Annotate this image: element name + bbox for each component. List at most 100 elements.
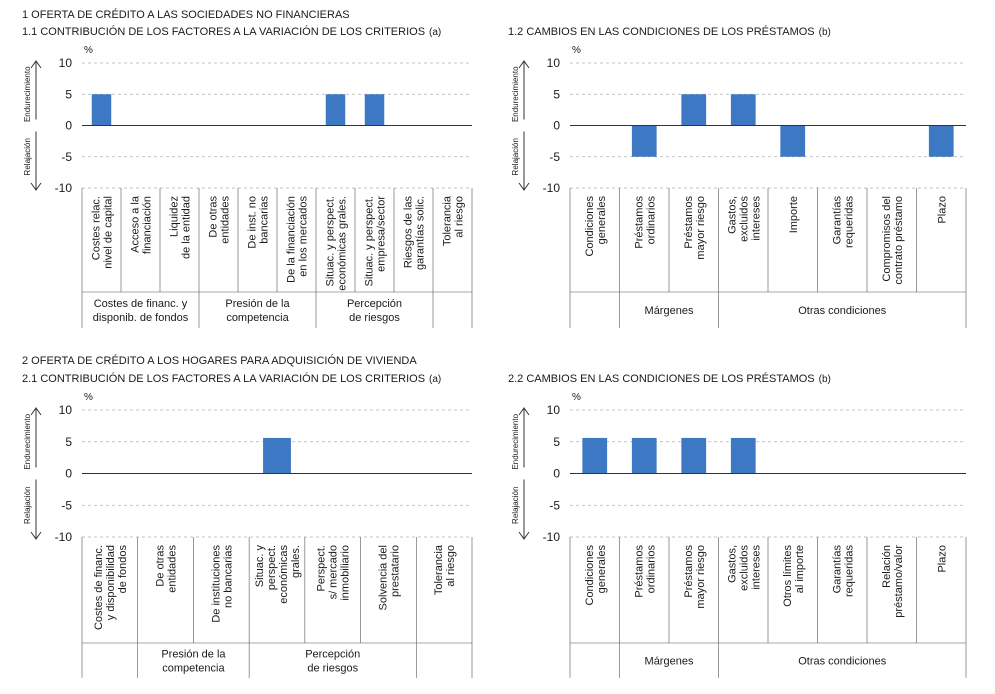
category-label: Préstamos [633, 545, 645, 598]
chart-4: 2.2 CAMBIOS EN LAS CONDICIONES DE LOS PR… [508, 372, 967, 678]
category-label: Préstamos [683, 545, 695, 598]
y-tick-label: -5 [61, 150, 72, 164]
category-label: Acceso a la [130, 195, 142, 253]
category-label: generales [596, 196, 608, 245]
category-label: garantías solic. [415, 196, 427, 270]
category-label: Condiciones [584, 545, 596, 606]
category-label: ordinarios [645, 196, 657, 245]
category-label: inmobiliario [340, 545, 352, 601]
unit-label: % [572, 45, 581, 56]
category-label: Situac. y [254, 545, 266, 588]
arrow-up-head [30, 407, 42, 416]
group-label: Presión de la [161, 649, 226, 661]
chart-3: 2.1 CONTRIBUCIÓN DE LOS FACTORES A LA VA… [22, 372, 473, 678]
y-tick-label: 0 [65, 119, 72, 133]
chart-1: 1.1 CONTRIBUCIÓN DE LOS FACTORES A LA VA… [22, 25, 473, 328]
arrow-down-head [518, 531, 530, 540]
y-tick-label: 0 [553, 467, 560, 481]
group-label: Percepción [305, 649, 360, 661]
arrow-down-head [518, 182, 530, 191]
y-tick-label: 5 [65, 435, 72, 449]
y-tick-label: 0 [65, 467, 72, 481]
category-label: Garantías [831, 545, 843, 594]
category-label: Tolerancia [442, 195, 454, 246]
chart-title: 2.2 CAMBIOS EN LAS CONDICIONES DE LOS PR… [508, 372, 831, 385]
label-relajacion: Relajación [23, 487, 32, 524]
bar [730, 437, 756, 474]
category-label: excluidos [738, 545, 750, 591]
category-label: De la financiación [286, 196, 298, 283]
bar [364, 94, 385, 126]
y-tick-label: -5 [61, 498, 72, 512]
category-label: intereses [750, 545, 762, 590]
category-label: De otras [155, 545, 167, 587]
arrow-up-head [518, 407, 530, 416]
category-label: económicas grales. [337, 196, 349, 291]
chart-title-text: 1.1 CONTRIBUCIÓN DE LOS FACTORES A LA VA… [22, 25, 425, 38]
label-endurecimiento: Endurecimiento [511, 413, 520, 469]
y-tick-label: 5 [65, 87, 72, 101]
chart-title-text: 1.2 CAMBIOS EN LAS CONDICIONES DE LOS PR… [508, 25, 815, 38]
category-label: Tolerancia [433, 544, 445, 595]
label-endurecimiento: Endurecimiento [23, 413, 32, 469]
category-label: Condiciones [584, 196, 596, 257]
bar [681, 437, 707, 474]
category-label: al importe [794, 545, 806, 593]
chart-title: 1.1 CONTRIBUCIÓN DE LOS FACTORES A LA VA… [22, 25, 441, 38]
arrow-down-head [30, 182, 42, 191]
bar [631, 125, 657, 157]
category-label: Gastos, [726, 196, 738, 234]
group-label: Otras condiciones [798, 305, 887, 317]
category-label: requeridas [843, 196, 855, 248]
category-label: Compromisos del [881, 196, 893, 282]
group-label: competencia [226, 312, 289, 324]
group-label: Márgenes [645, 305, 694, 317]
y-tick-label: 5 [553, 435, 560, 449]
group-label: competencia [162, 663, 225, 675]
y-tick-label: 10 [547, 403, 561, 417]
category-label: Riesgos de las [403, 196, 415, 269]
category-label: ordinarios [645, 545, 657, 594]
y-tick-label: -10 [55, 181, 73, 195]
chart-title-text: 2.1 CONTRIBUCIÓN DE LOS FACTORES A LA VA… [22, 372, 425, 385]
category-label: Perspect. [316, 545, 328, 591]
category-label: intereses [750, 196, 762, 241]
category-label: entidades [167, 545, 179, 593]
section-title: 1 OFERTA DE CRÉDITO A LAS SOCIEDADES NO … [22, 8, 350, 21]
category-label: Costes relac. [91, 196, 103, 260]
y-tick-label: 5 [553, 87, 560, 101]
y-tick-label: -10 [55, 530, 73, 544]
category-label: Préstamos [683, 196, 695, 249]
chart-title-note: (b) [819, 27, 831, 38]
category-label: económicas [278, 545, 290, 604]
category-label: al riesgo [454, 196, 466, 238]
category-label: s/ mercado [328, 545, 340, 599]
category-label: de fondos [117, 545, 129, 594]
category-label: en los mercados [298, 196, 310, 277]
category-label: Préstamos [633, 196, 645, 249]
category-label: contrato préstamo [893, 196, 905, 285]
bar [325, 94, 346, 126]
chart-title-note: (a) [429, 374, 441, 385]
category-label: de la entidad [181, 196, 193, 259]
category-label: empresa/sector [376, 196, 388, 272]
category-label: prestatario [389, 545, 401, 597]
category-label: entidades [220, 196, 232, 244]
group-label: Costes de financ. y [94, 298, 188, 310]
section-title: 2 OFERTA DE CRÉDITO A LOS HOGARES PARA A… [22, 354, 417, 367]
group-label: Percepción [347, 298, 402, 310]
category-label: Relación [881, 545, 893, 588]
y-tick-label: -10 [543, 530, 561, 544]
category-label: Costes de financ. [93, 545, 105, 630]
category-label: perspect. [266, 545, 278, 590]
group-label: Otras condiciones [798, 656, 887, 668]
bar [730, 94, 756, 126]
category-label: bancarias [259, 196, 271, 244]
category-label: Garantías [831, 196, 843, 245]
category-label: Gastos, [726, 545, 738, 583]
category-label: Otros límites [782, 545, 794, 607]
category-label: no bancarias [222, 545, 234, 608]
group-label: de riesgos [349, 312, 400, 324]
